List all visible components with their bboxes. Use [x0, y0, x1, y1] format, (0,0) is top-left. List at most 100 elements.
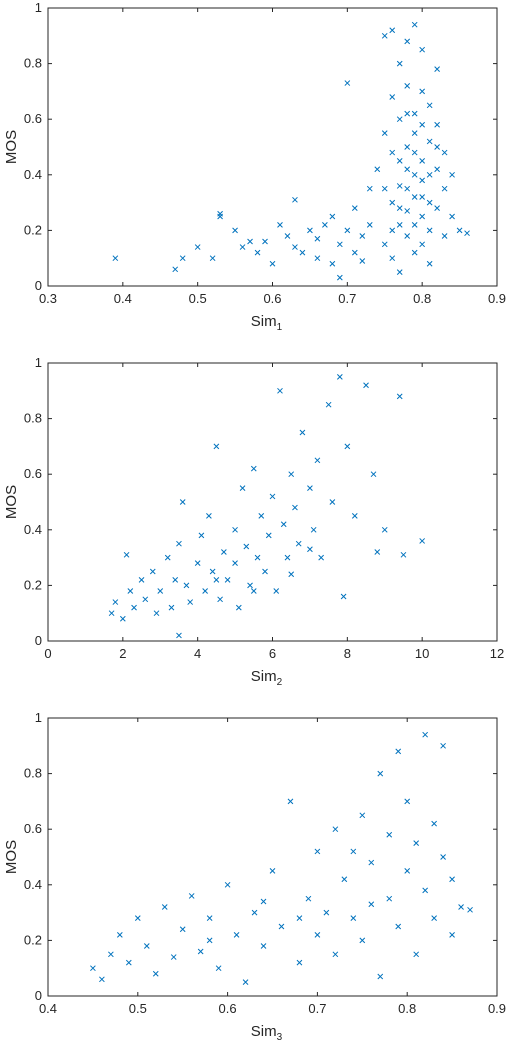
scatter-point [260, 898, 267, 905]
scatter-point [296, 959, 303, 966]
scatter-point [404, 38, 411, 45]
scatter-point [292, 196, 298, 203]
scatter-point [262, 238, 268, 245]
x-tick-label: 2 [119, 646, 126, 661]
y-tick-label: 0.4 [24, 167, 42, 182]
scatter-point [350, 915, 357, 922]
scatter-point [269, 868, 276, 874]
scatter-point [329, 260, 336, 267]
scatter-point [296, 915, 303, 922]
scatter-point [254, 554, 261, 561]
y-tick-label: 0 [35, 988, 42, 1003]
scatter-point [224, 881, 231, 888]
x-axis-label: Sim1 [251, 313, 283, 333]
x-tick-label: 0.8 [398, 1001, 416, 1016]
scatter-point [314, 931, 321, 938]
y-tick-label: 1 [35, 0, 42, 15]
scatter-point [434, 205, 440, 212]
scatter-point [426, 227, 433, 234]
x-axis-label-subscript: 1 [277, 322, 283, 333]
y-axis-label: MOS [3, 840, 20, 874]
scatter-point [112, 599, 119, 605]
scatter-point [404, 166, 411, 173]
scatter-point [314, 457, 321, 464]
scatter-point [172, 576, 179, 583]
scatter-point [224, 576, 231, 583]
x-axis-label: Sim3 [251, 1023, 283, 1043]
scatter-point [329, 213, 336, 220]
scatter-point [411, 171, 418, 178]
scatter-point [422, 731, 429, 738]
scatter-point [381, 185, 388, 192]
y-tick-label: 0 [35, 278, 42, 293]
x-tick-label: 0.7 [308, 1001, 326, 1016]
scatter-point [179, 926, 186, 933]
scatter-point [172, 266, 179, 273]
scatter-point [344, 80, 351, 86]
scatter-point [314, 255, 321, 262]
scatter-point [434, 121, 440, 128]
scatter-point [381, 32, 388, 39]
scatter-point [434, 144, 440, 150]
scatter-point [202, 588, 209, 594]
scatter-point [419, 121, 426, 128]
scatter-point [404, 110, 411, 117]
x-axis-label-text: Sim [251, 313, 277, 330]
subplot: 0.4 0.5 0.6 0.7 0.8 0.9 0 0.2 0.4 0.6 0.8 1 Sim3 MOS [3, 710, 506, 1043]
x-axis-label: Sim2 [251, 668, 283, 688]
scatter-point [340, 593, 347, 600]
scatter-point [411, 221, 418, 228]
scatter-point [426, 138, 433, 145]
y-axis-label: MOS [3, 130, 20, 164]
scatter-point [396, 116, 403, 123]
x-axis-label-text: Sim [251, 668, 277, 685]
scatter-point [351, 249, 358, 256]
scatter-point [368, 859, 375, 866]
scatter-point [206, 915, 213, 922]
scatter-point [381, 241, 388, 248]
scatter-point [419, 241, 426, 248]
scatter-point [277, 387, 283, 394]
scatter-point [232, 526, 238, 533]
scatter-point [336, 274, 343, 281]
scatter-point [112, 255, 119, 262]
scatter-point [280, 521, 287, 528]
scatter-point [396, 60, 403, 67]
scatter-point [217, 596, 223, 603]
scatter-point [221, 549, 227, 555]
x-tick-label: 4 [194, 646, 201, 661]
x-tick-label: 0.9 [488, 291, 506, 306]
y-tick-label: 0.8 [24, 56, 42, 71]
scatter-point [116, 931, 123, 938]
scatter-point [419, 194, 426, 200]
scatter-point [235, 604, 242, 611]
scatter-point [411, 110, 418, 117]
scatter-point [426, 171, 433, 178]
scatter-point [366, 221, 373, 228]
scatter-point [318, 554, 324, 561]
scatter-point [284, 233, 291, 239]
x-tick-label: 0.5 [129, 1001, 147, 1016]
scatter-point [187, 599, 194, 605]
plot-area [48, 363, 497, 641]
scatter-point [332, 826, 339, 833]
scatter-point [366, 185, 373, 192]
scatter-point [176, 540, 182, 547]
scatter-point [441, 185, 448, 192]
scatter-point [374, 166, 381, 173]
scatter-point [188, 893, 195, 899]
scatter-point [411, 149, 418, 156]
scatter-point [322, 221, 328, 228]
scatter-point [134, 915, 141, 922]
scatter-point [389, 27, 396, 34]
x-tick-label: 0.9 [488, 1001, 506, 1016]
scatter-point [206, 937, 213, 944]
scatter-point [396, 221, 403, 228]
scatter-point [209, 255, 216, 262]
x-tick-label: 0.6 [263, 291, 281, 306]
y-tick-label: 0.8 [24, 766, 42, 781]
scatter-point [426, 102, 433, 109]
scatter-point [386, 895, 393, 902]
scatter-point [413, 840, 420, 846]
scatter-point [164, 554, 171, 561]
